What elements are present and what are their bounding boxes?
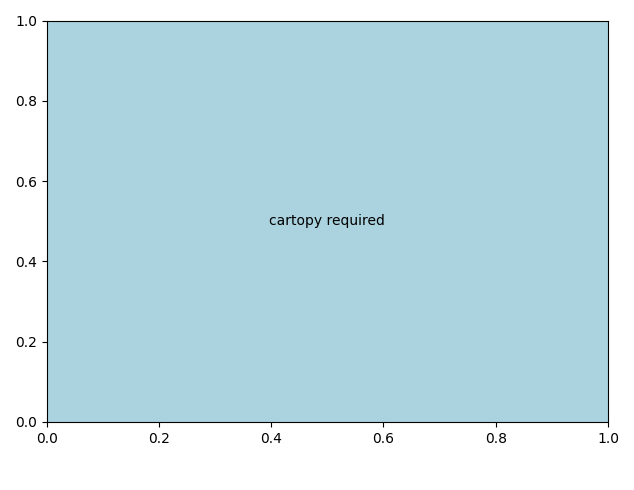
Text: Surface pressure [hPa] ECMWF: Surface pressure [hPa] ECMWF <box>6 466 241 480</box>
Text: cartopy required: cartopy required <box>269 214 385 228</box>
Text: Su 12-05-2024 12:00 UTC (06+102): Su 12-05-2024 12:00 UTC (06+102) <box>359 466 628 480</box>
